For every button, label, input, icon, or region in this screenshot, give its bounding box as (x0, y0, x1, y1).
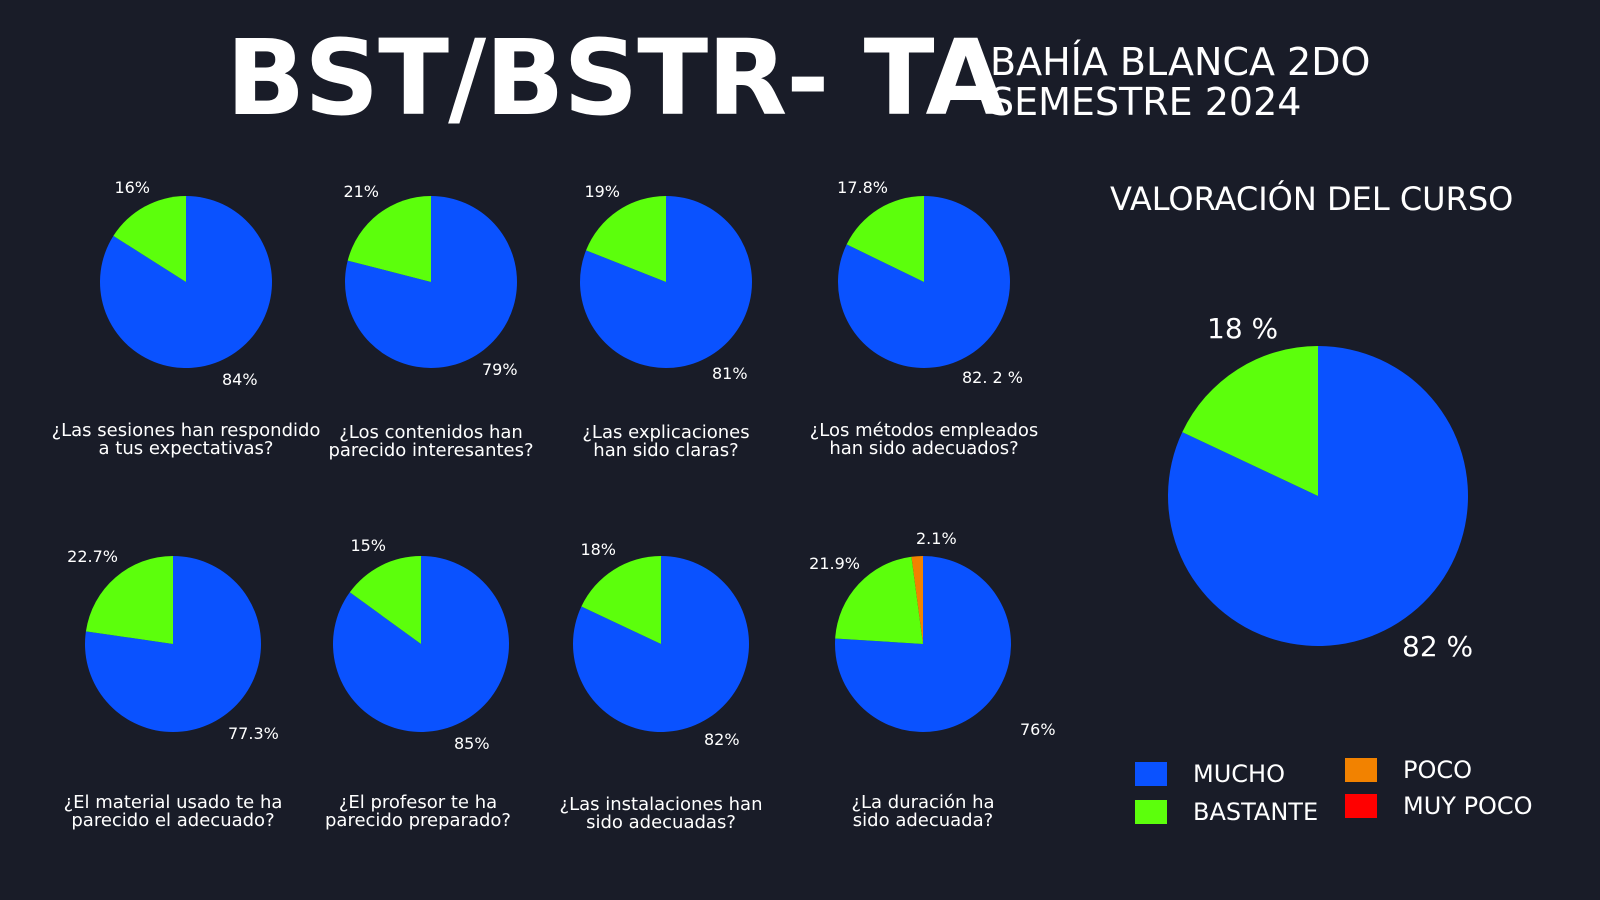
pie-data-label: 82. 2 % (962, 368, 1023, 387)
question-line-2: sido adecuadas? (586, 812, 736, 833)
summary-chart-title: VALORACIÓN DEL CURSO (1110, 180, 1514, 218)
legend-swatch (1345, 794, 1377, 818)
pie-slice-bastante (1182, 346, 1318, 496)
legend-item-poco: POCO (1345, 756, 1472, 784)
pie-data-label: 77.3% (228, 724, 279, 743)
pie-slice-bastante (113, 196, 186, 282)
pie-slice-bastante (835, 556, 923, 644)
pie-slice-poco (911, 556, 923, 644)
legend-item-mucho: MUCHO (1135, 760, 1285, 788)
pie-question: ¿Las sesiones han respondido a tus expect… (36, 422, 336, 458)
pie-chart-2 (345, 196, 517, 368)
pie-data-label: 15% (350, 536, 386, 555)
pie-data-label: 82 % (1402, 630, 1474, 663)
question-line-2: han sido adecuados? (829, 438, 1019, 459)
question-line-1: ¿Las instalaciones han (559, 794, 763, 815)
pie-question: ¿El material usado te ha parecido el adec… (23, 794, 323, 830)
pie-slice-bastante (581, 556, 661, 644)
legend-label: POCO (1403, 756, 1473, 784)
pie-data-label: 18% (580, 540, 616, 559)
subtitle-line-2: SEMESTRE 2024 (990, 80, 1302, 124)
pie-data-label: 85% (454, 734, 490, 753)
pie-chart-8 (835, 556, 1011, 732)
pie-slice-bastante (586, 196, 666, 282)
pie-question: ¿Los métodos empleados han sido adecuados… (774, 422, 1074, 458)
pie-chart-5 (84, 556, 261, 732)
pie-data-label: 76% (1020, 720, 1056, 739)
pie-slice-bastante (347, 196, 431, 282)
question-line-1: ¿Los contenidos han (339, 422, 523, 443)
pie-data-label: 19% (584, 182, 620, 201)
question-line-2: parecido preparado? (325, 810, 511, 831)
question-line-1: ¿Las explicaciones (582, 422, 750, 443)
pie-data-label: 81% (712, 364, 748, 383)
subtitle-line-1: BAHÍA BLANCA 2DO (990, 40, 1371, 84)
question-line-1: ¿La duración ha (851, 792, 995, 813)
pie-data-label: 22.7% (67, 547, 118, 566)
legend-label: MUY POCO (1403, 792, 1533, 820)
legend-item-bastante: BASTANTE (1135, 798, 1318, 826)
legend-swatch (1135, 800, 1167, 824)
main-title: BST/BSTR- TA (226, 17, 1006, 139)
pie-data-label: 2.1% (916, 529, 957, 548)
pie-chart-7 (573, 556, 749, 732)
pie-data-label: 17.8% (837, 178, 888, 197)
pie-data-label: 82% (704, 730, 740, 749)
question-line-2: a tus expectativas? (98, 438, 274, 459)
question-line-2: sido adecuada? (852, 810, 994, 831)
pie-data-label: 21% (343, 182, 379, 201)
question-line-2: han sido claras? (593, 440, 739, 461)
pie-data-label: 79% (482, 360, 518, 379)
question-line-2: parecido el adecuado? (71, 810, 275, 831)
pie-chart-3 (580, 196, 752, 368)
pie-question: ¿La duración ha sido adecuada? (773, 794, 1073, 830)
pie-chart-1 (99, 196, 272, 368)
legend-label: BASTANTE (1193, 798, 1319, 826)
question-line-1: ¿Los métodos empleados (809, 420, 1039, 441)
legend-label: MUCHO (1193, 760, 1285, 788)
subtitle: BAHÍA BLANCA 2DO SEMESTRE 2024 (990, 42, 1370, 122)
pie-slice-bastante (349, 556, 421, 644)
pie-slice-mucho (99, 196, 272, 368)
pie-slice-bastante (846, 196, 924, 282)
pie-data-label: 84% (222, 370, 258, 389)
pie-chart-4 (838, 196, 1010, 368)
legend-swatch (1345, 758, 1377, 782)
pie-question: ¿Los contenidos han parecido interesantes… (281, 424, 581, 460)
pie-data-label: 18 % (1207, 312, 1279, 345)
question-line-1: ¿El profesor te ha (338, 792, 498, 813)
pie-chart-9 (1168, 346, 1468, 646)
pie-data-label: 16% (114, 178, 150, 197)
pie-slice-mucho (84, 556, 261, 732)
pie-question: ¿Las instalaciones han sido adecuadas? (511, 796, 811, 832)
pie-question: ¿El profesor te ha parecido preparado? (268, 794, 568, 830)
pie-data-label: 21.9% (809, 554, 860, 573)
pie-slice-bastante (85, 556, 173, 644)
question-line-1: ¿El material usado te ha (63, 792, 283, 813)
pie-chart-6 (333, 556, 509, 732)
question-line-1: ¿Las sesiones han respondido (51, 420, 321, 441)
legend-swatch (1135, 762, 1167, 786)
legend-item-muy-poco: MUY POCO (1345, 792, 1533, 820)
question-line-2: parecido interesantes? (328, 440, 534, 461)
legend: MUCHO BASTANTE POCO MUY POCO (1135, 756, 1575, 830)
pie-question: ¿Las explicaciones han sido claras? (516, 424, 816, 460)
